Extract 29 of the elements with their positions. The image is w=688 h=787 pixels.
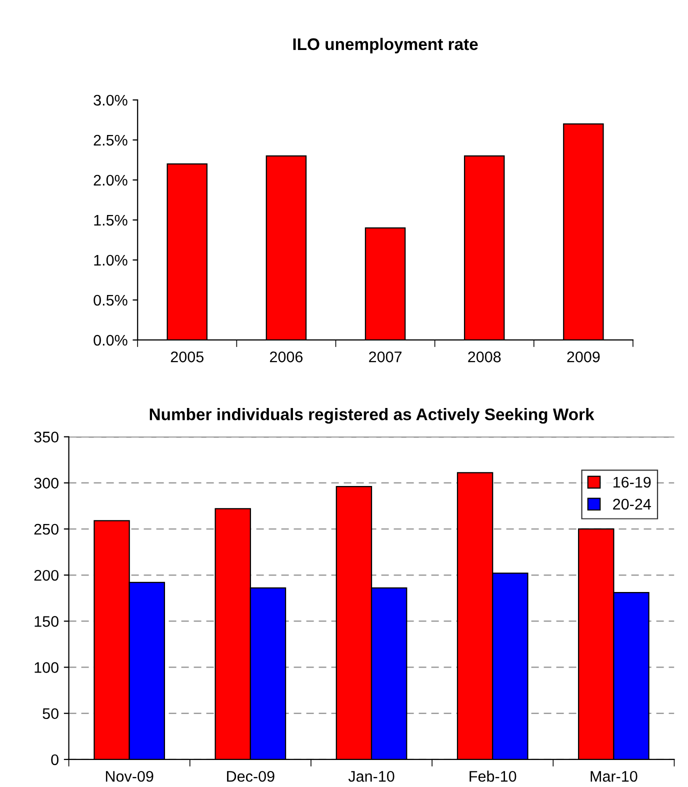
legend-label: 20-24 — [613, 498, 651, 510]
x-tick-label: 2005 — [170, 352, 204, 362]
legend-label: 16-19 — [614, 476, 651, 488]
y-tick-label: 2.0% — [94, 174, 128, 186]
y-tick-label: 0.0% — [94, 334, 128, 346]
x-tick-label: Dec-09 — [227, 770, 274, 782]
y-tick-label: 0 — [51, 754, 58, 766]
chart-title: ILO unemployment rate — [293, 38, 478, 54]
y-tick-label: 300 — [34, 478, 58, 489]
x-tick-label: 2007 — [369, 352, 402, 362]
x-tick-label: Feb-10 — [470, 770, 516, 782]
x-tick-label: 2006 — [270, 352, 303, 362]
x-tick-label: 2009 — [567, 352, 600, 362]
y-tick-label: 350 — [34, 432, 58, 442]
y-tick-label: 1.0% — [94, 254, 128, 266]
y-tick-label: 3.0% — [94, 94, 128, 106]
y-tick-label: 0.5% — [94, 294, 128, 306]
chart-title: Number individuals registered as Actively Seeking Work — [150, 408, 594, 424]
y-tick-label: 150 — [34, 616, 58, 627]
y-tick-label: 200 — [34, 570, 58, 581]
x-tick-label: 2008 — [468, 352, 501, 362]
y-tick-label: 2.5% — [94, 134, 128, 146]
x-tick-label: Jan-10 — [348, 770, 394, 782]
x-tick-label: Mar-10 — [590, 770, 638, 782]
y-tick-label: 100 — [34, 662, 58, 673]
y-tick-label: 250 — [34, 524, 58, 535]
y-tick-label: 50 — [42, 708, 58, 720]
x-tick-label: Nov-09 — [106, 770, 154, 782]
y-tick-label: 1.5% — [94, 214, 128, 226]
